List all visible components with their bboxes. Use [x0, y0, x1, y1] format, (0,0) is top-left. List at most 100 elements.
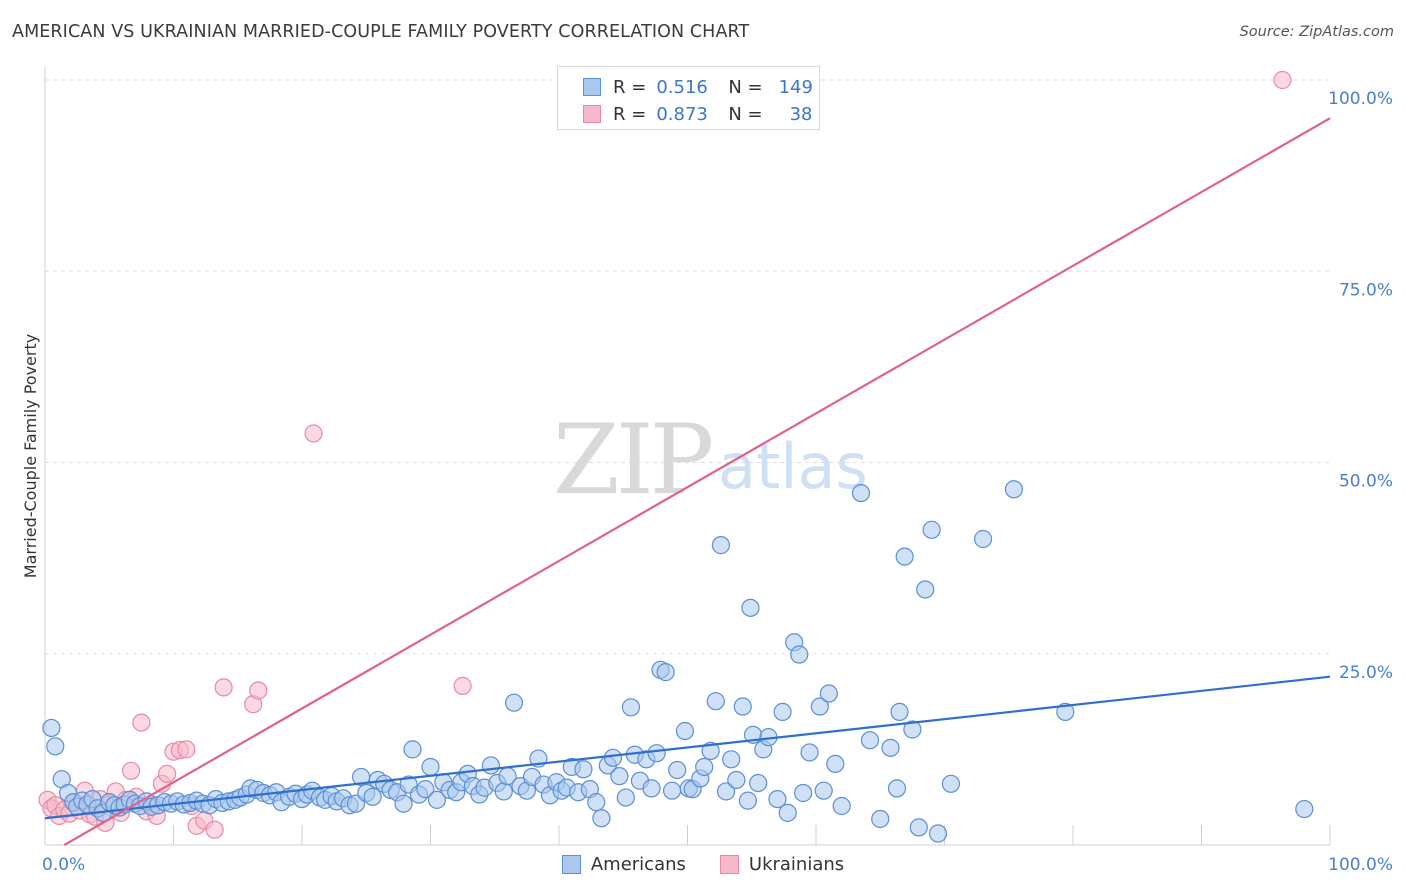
legend-row-americans: R = 0.516 N = 149 — [558, 74, 813, 100]
y-axis-label: Married-Couple Family Poverty — [21, 334, 40, 578]
american-point[interactable] — [928, 824, 948, 843]
american-point[interactable] — [716, 782, 736, 801]
american-point[interactable] — [621, 698, 641, 717]
american-point[interactable] — [494, 782, 513, 801]
ukrainians-r-label: R = — [613, 103, 647, 125]
american-point[interactable] — [819, 684, 838, 703]
ukrainian-point[interactable] — [177, 740, 196, 759]
american-point[interactable] — [675, 721, 695, 741]
american-point[interactable] — [616, 788, 635, 807]
american-point[interactable] — [42, 718, 61, 738]
american-point[interactable] — [574, 760, 593, 779]
axis-layer — [44, 67, 1331, 846]
american-point[interactable] — [647, 744, 666, 763]
american-point[interactable] — [826, 754, 845, 774]
american-trend-line — [44, 675, 1331, 820]
american-point[interactable] — [887, 779, 907, 798]
series-legend: Americans Ukrainians — [0, 851, 1406, 877]
american-point[interactable] — [722, 750, 741, 769]
american-point[interactable] — [832, 796, 851, 816]
ukrainian-point[interactable] — [157, 764, 177, 783]
american-point[interactable] — [1056, 702, 1075, 721]
american-point[interactable] — [922, 520, 941, 539]
american-point[interactable] — [903, 720, 922, 739]
american-point[interactable] — [603, 748, 623, 767]
american-point[interactable] — [941, 774, 961, 793]
ukrainian-trend-line — [63, 117, 1331, 846]
american-point[interactable] — [800, 743, 819, 762]
american-point[interactable] — [860, 731, 880, 750]
americans-r-value: 0.516 — [656, 76, 708, 98]
american-point[interactable] — [895, 547, 914, 566]
american-point[interactable] — [741, 598, 760, 617]
american-point[interactable] — [778, 803, 797, 822]
y-tick-labels: 25.0% 50.0% 75.0% 100.0% — [1328, 89, 1393, 683]
american-point[interactable] — [711, 536, 731, 555]
americans-n-value: 149 — [778, 76, 813, 98]
ukrainian-point[interactable] — [249, 681, 268, 700]
american-point[interactable] — [427, 790, 447, 809]
y-tick-label-100: 100.0% — [1328, 89, 1393, 109]
legend-item-americans[interactable]: Americans — [561, 853, 686, 875]
american-point[interactable] — [890, 702, 909, 721]
american-point[interactable] — [695, 757, 714, 777]
ukrainian-point[interactable] — [132, 713, 151, 732]
ukrainians-legend-swatch — [719, 854, 739, 874]
y-tick-label-50: 50.0% — [1339, 472, 1393, 492]
american-point[interactable] — [881, 738, 900, 757]
legend-item-ukrainians[interactable]: Ukrainians — [719, 853, 845, 875]
american-point[interactable] — [794, 783, 813, 803]
source-credit: Source: ZipAtlas.com — [1239, 24, 1394, 40]
american-point[interactable] — [701, 741, 720, 761]
american-point[interactable] — [46, 737, 65, 756]
american-point[interactable] — [421, 757, 440, 777]
american-point[interactable] — [871, 809, 890, 829]
american-point[interactable] — [790, 645, 809, 664]
ukrainian-point[interactable] — [453, 676, 472, 695]
american-point[interactable] — [416, 780, 435, 799]
american-point[interactable] — [642, 779, 661, 798]
american-point[interactable] — [749, 773, 768, 793]
ukrainian-point[interactable] — [1273, 70, 1292, 90]
american-point[interactable] — [851, 484, 871, 503]
american-point[interactable] — [662, 781, 682, 800]
x-tick-label-max: 100.0% — [1328, 855, 1393, 875]
american-point[interactable] — [504, 693, 524, 712]
ukrainians-legend-label: Ukrainians — [748, 853, 845, 875]
american-point[interactable] — [394, 794, 413, 813]
american-point[interactable] — [814, 781, 833, 800]
americans-swatch — [583, 78, 601, 96]
american-point[interactable] — [973, 529, 993, 549]
american-point[interactable] — [592, 809, 611, 828]
american-point[interactable] — [733, 697, 752, 716]
american-point[interactable] — [706, 692, 725, 711]
american-point[interactable] — [773, 702, 792, 721]
chart-title: AMERICAN VS UKRAINIAN MARRIED-COUPLE FAM… — [12, 22, 750, 42]
ukrainian-point[interactable] — [121, 761, 141, 780]
american-point[interactable] — [768, 789, 787, 809]
american-point[interactable] — [1295, 799, 1314, 819]
american-point[interactable] — [481, 756, 500, 775]
american-point[interactable] — [587, 793, 606, 812]
american-point[interactable] — [810, 697, 829, 716]
american-point[interactable] — [1004, 480, 1023, 499]
americans-legend-label: Americans — [590, 853, 686, 875]
american-point[interactable] — [403, 740, 422, 759]
american-point[interactable] — [656, 663, 675, 682]
ukrainian-point[interactable] — [304, 424, 323, 443]
american-point[interactable] — [610, 767, 629, 786]
ukrainian-point[interactable] — [214, 678, 233, 697]
watermark: ZIP atlas — [553, 404, 868, 516]
american-point[interactable] — [916, 580, 935, 599]
correlation-legend: R = 0.516 N = 149 R = 0.873 N = 38 — [557, 66, 820, 130]
y-tick-label-25: 25.0% — [1339, 663, 1393, 683]
american-point[interactable] — [738, 791, 757, 810]
american-point[interactable] — [363, 787, 382, 806]
american-point[interactable] — [909, 818, 928, 837]
ukrainian-point[interactable] — [205, 820, 224, 839]
american-point[interactable] — [727, 770, 746, 790]
ukrainians-n-value: 38 — [789, 103, 813, 125]
american-point[interactable] — [668, 760, 687, 780]
americans-n-label: N = — [728, 76, 763, 98]
